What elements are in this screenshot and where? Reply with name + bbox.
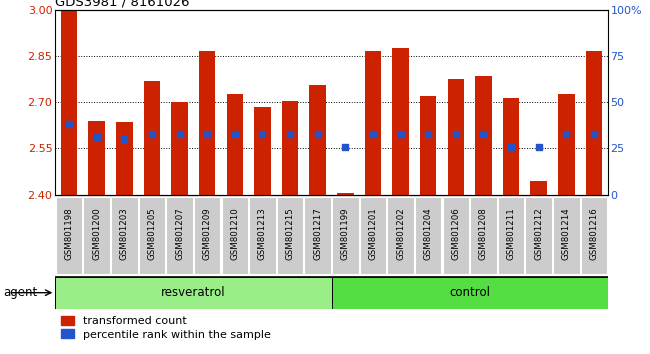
Text: GSM801204: GSM801204 [424, 208, 433, 261]
Bar [415, 197, 441, 274]
Bar [332, 277, 608, 309]
Bar [166, 197, 193, 274]
Legend: transformed count, percentile rank within the sample: transformed count, percentile rank withi… [61, 316, 271, 339]
Bar [447, 79, 464, 195]
Bar [88, 121, 105, 195]
Point [340, 144, 350, 149]
Point [257, 131, 268, 137]
Bar [254, 107, 271, 195]
Bar [222, 197, 248, 274]
Bar [530, 181, 547, 195]
Point [450, 131, 461, 137]
Bar [558, 95, 575, 195]
Text: GSM801211: GSM801211 [506, 208, 515, 261]
Bar [227, 95, 243, 195]
Bar [83, 197, 110, 274]
Text: GSM801207: GSM801207 [175, 208, 184, 261]
Bar [111, 197, 138, 274]
Bar [194, 197, 220, 274]
Bar [199, 51, 216, 195]
Point [202, 131, 213, 137]
Text: GSM801215: GSM801215 [285, 208, 294, 261]
Bar [249, 197, 276, 274]
Bar [392, 48, 409, 195]
Bar [475, 76, 491, 195]
Bar [443, 197, 469, 274]
Text: GSM801216: GSM801216 [590, 208, 599, 261]
Bar [56, 197, 83, 274]
Point [368, 131, 378, 137]
Text: GSM801213: GSM801213 [258, 208, 267, 261]
Point [395, 131, 406, 137]
Text: GDS3981 / 8161026: GDS3981 / 8161026 [55, 0, 190, 8]
Point [589, 131, 599, 137]
Bar [304, 197, 331, 274]
Bar [144, 81, 161, 195]
Text: control: control [449, 286, 490, 299]
Bar [332, 197, 359, 274]
Text: GSM801212: GSM801212 [534, 208, 543, 261]
Point [285, 131, 295, 137]
Bar [309, 85, 326, 195]
Text: GSM801209: GSM801209 [203, 208, 212, 260]
Point [506, 144, 516, 149]
Point [64, 121, 74, 127]
Text: GSM801210: GSM801210 [230, 208, 239, 261]
Text: GSM801202: GSM801202 [396, 208, 405, 261]
Bar [580, 197, 607, 274]
Text: GSM801206: GSM801206 [451, 208, 460, 261]
Bar [138, 197, 165, 274]
Point [147, 131, 157, 137]
Text: GSM801200: GSM801200 [92, 208, 101, 261]
Bar [281, 101, 298, 195]
Text: GSM801199: GSM801199 [341, 208, 350, 260]
Text: GSM801205: GSM801205 [148, 208, 157, 261]
Bar [277, 197, 304, 274]
Text: GSM801217: GSM801217 [313, 208, 322, 261]
Bar [503, 98, 519, 195]
Bar [586, 51, 602, 195]
Bar [498, 197, 525, 274]
Point [313, 131, 323, 137]
Text: GSM801198: GSM801198 [64, 208, 73, 260]
Point [423, 131, 434, 137]
Bar [172, 102, 188, 195]
Text: GSM801201: GSM801201 [369, 208, 378, 261]
Bar [116, 122, 133, 195]
Bar [365, 51, 381, 195]
Text: GSM801208: GSM801208 [479, 208, 488, 261]
Bar [470, 197, 497, 274]
Text: resveratrol: resveratrol [161, 286, 226, 299]
Text: GSM801214: GSM801214 [562, 208, 571, 261]
Bar [55, 277, 332, 309]
Point [119, 136, 129, 142]
Point [561, 131, 571, 137]
Bar [525, 197, 552, 274]
Point [92, 135, 102, 140]
Bar [553, 197, 580, 274]
Text: agent: agent [3, 286, 38, 299]
Point [174, 131, 185, 137]
Bar [61, 10, 77, 195]
Text: GSM801203: GSM801203 [120, 208, 129, 261]
Point [534, 144, 544, 149]
Point [229, 131, 240, 137]
Bar [420, 96, 437, 195]
Bar [387, 197, 414, 274]
Bar [337, 193, 354, 195]
Point [478, 131, 489, 137]
Bar [359, 197, 386, 274]
